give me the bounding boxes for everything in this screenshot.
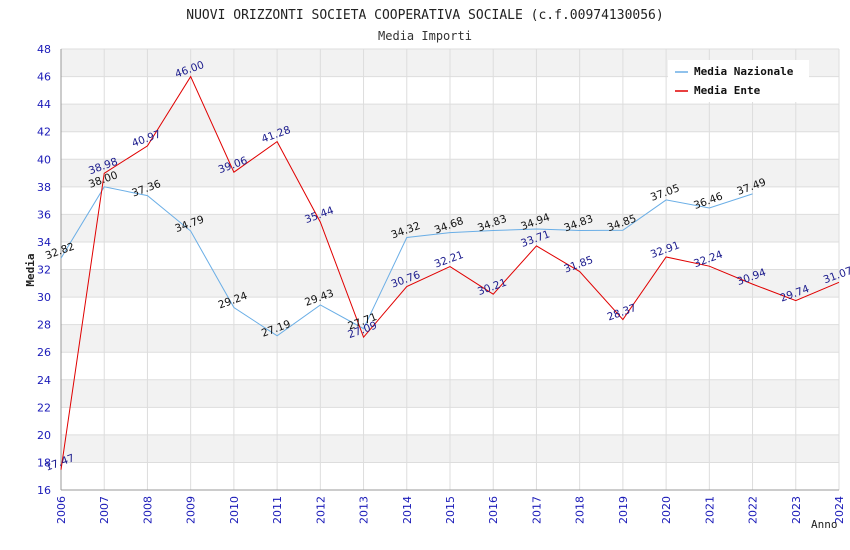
y-tick-label: 42 [37, 126, 51, 139]
x-tick-label: 2022 [747, 496, 760, 524]
chart-title: NUOVI ORIZZONTI SOCIETA COOPERATIVA SOCI… [186, 8, 663, 23]
y-tick-label: 46 [37, 71, 51, 84]
chart-subtitle: Media Importi [378, 29, 472, 43]
y-axis-label: Media [24, 253, 37, 286]
y-tick-label: 24 [37, 374, 51, 387]
legend-box [668, 60, 809, 102]
y-tick-label: 34 [37, 236, 51, 249]
legend: Media Nazionale Media Ente [668, 60, 809, 102]
x-tick-label: 2013 [358, 496, 371, 524]
y-tick-label: 38 [37, 181, 51, 194]
y-tick-label: 18 [37, 456, 51, 469]
x-tick-label: 2016 [487, 496, 500, 524]
data-label-media-ente: 17.47 [44, 452, 76, 474]
y-tick-label: 44 [37, 98, 51, 111]
y-tick-label: 16 [37, 484, 51, 497]
y-tick-label: 26 [37, 346, 51, 359]
x-tick-label: 2014 [401, 496, 414, 524]
x-tick-label: 2009 [185, 496, 198, 524]
x-tick-label: 2019 [617, 496, 630, 524]
data-label-media-nazionale: 36.46 [692, 190, 725, 212]
y-tick-label: 48 [37, 43, 51, 56]
x-tick-label: 2023 [790, 496, 803, 524]
x-axis-label: Anno [811, 518, 838, 531]
x-tick-label: 2024 [833, 496, 846, 524]
series-lines [60, 75, 840, 470]
x-tick-label: 2007 [98, 496, 111, 524]
y-tick-label: 22 [37, 401, 51, 414]
x-tick-label: 2008 [141, 496, 154, 524]
y-axis-ticks: 16 18 20 22 24 26 28 30 32 34 36 38 40 42 44 46 48 [37, 43, 51, 497]
axes [60, 49, 839, 491]
y-tick-label: 40 [37, 153, 51, 166]
x-tick-label: 2020 [660, 496, 673, 524]
x-tick-label: 2015 [444, 496, 457, 524]
x-axis-ticks: 2006 2007 2008 2009 2010 2011 2012 2013 2014 2015… [55, 496, 846, 524]
y-tick-label: 36 [37, 208, 51, 221]
x-tick-label: 2011 [271, 496, 284, 524]
x-tick-label: 2010 [228, 496, 241, 524]
x-tick-label: 2018 [574, 496, 587, 524]
y-tick-label: 20 [37, 429, 51, 442]
legend-label-media-nazionale: Media Nazionale [694, 65, 794, 78]
y-tick-label: 30 [37, 291, 51, 304]
series-line-media-nazionale [60, 186, 753, 337]
legend-label-media-ente: Media Ente [694, 84, 761, 97]
y-tick-label: 32 [37, 264, 51, 277]
data-label-media-ente: 32.24 [692, 248, 725, 270]
y-tick-label: 28 [37, 319, 51, 332]
x-tick-label: 2017 [530, 496, 543, 524]
series-line-media-ente [60, 75, 840, 470]
x-tick-label: 2012 [314, 496, 327, 524]
x-tick-label: 2006 [55, 496, 68, 524]
x-tick-label: 2021 [703, 496, 716, 524]
